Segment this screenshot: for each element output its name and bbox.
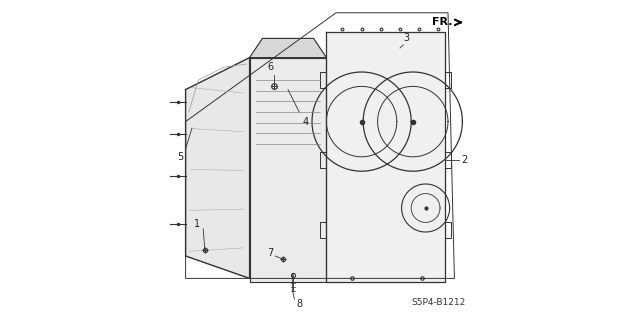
Polygon shape xyxy=(326,32,445,282)
Polygon shape xyxy=(186,13,454,278)
Text: 8: 8 xyxy=(296,299,302,309)
Text: 5: 5 xyxy=(178,152,184,162)
Text: 4: 4 xyxy=(303,116,308,127)
Text: 3: 3 xyxy=(403,33,410,44)
Text: 1: 1 xyxy=(194,219,200,229)
Text: 7: 7 xyxy=(268,248,273,258)
Text: FR.: FR. xyxy=(432,17,453,28)
Text: S5P4-B1212: S5P4-B1212 xyxy=(412,298,465,307)
Text: 6: 6 xyxy=(268,62,273,72)
Polygon shape xyxy=(250,58,326,282)
Text: 2: 2 xyxy=(461,155,468,165)
Polygon shape xyxy=(250,38,326,58)
Polygon shape xyxy=(186,58,250,278)
